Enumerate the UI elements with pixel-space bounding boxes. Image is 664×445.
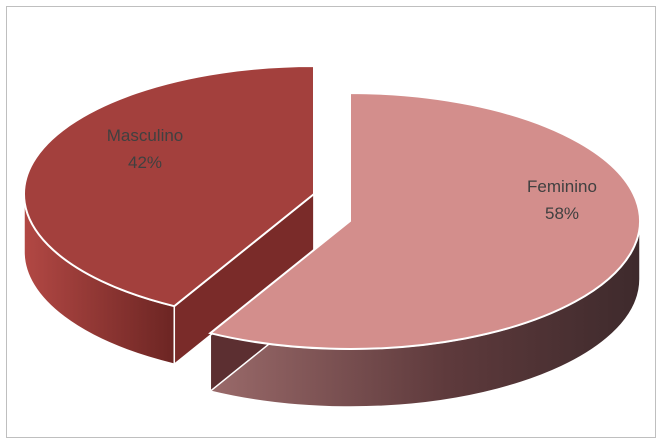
label-feminino-name: Feminino [527,177,597,196]
label-feminino-percent: 58% [545,204,579,223]
slice-masculino-top [23,64,315,308]
slice-feminino-top [208,91,641,350]
label-masculino-percent: 42% [128,153,162,172]
label-masculino-name: Masculino [107,126,184,145]
